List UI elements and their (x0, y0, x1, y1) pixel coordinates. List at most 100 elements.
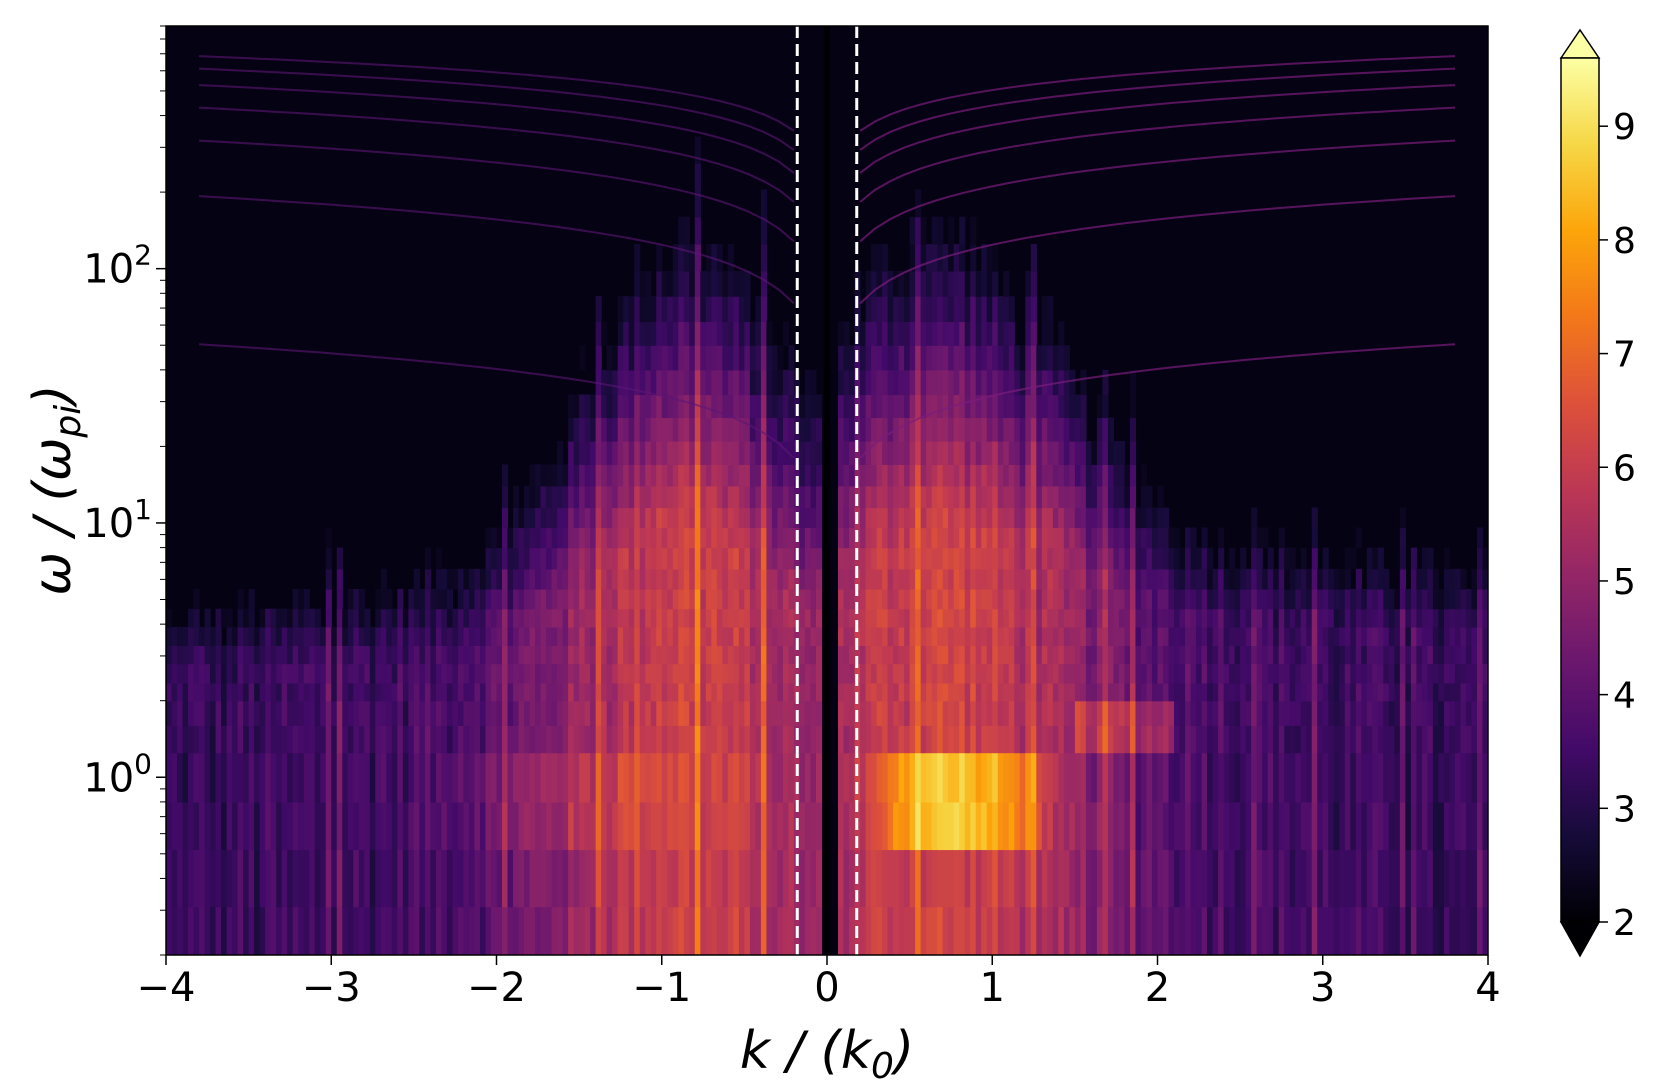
heatmap-cell (1163, 645, 1170, 665)
heatmap-cell (518, 849, 525, 908)
heatmap-cell (568, 645, 575, 665)
heatmap-cell (1278, 626, 1285, 646)
heatmap-cell (1107, 700, 1115, 726)
heatmap-cell (617, 588, 624, 610)
heatmap-cell (573, 700, 580, 726)
heatmap-cell (1339, 645, 1346, 665)
heatmap-cell (992, 296, 999, 323)
heatmap-cell (617, 752, 624, 803)
heatmap-cell (656, 849, 663, 908)
heatmap-cell (579, 801, 586, 851)
heatmap-cell (298, 700, 305, 726)
heatmap-cell (1355, 752, 1362, 803)
heatmap-cell (546, 725, 553, 754)
heatmap-cell (1207, 682, 1214, 702)
heatmap-cell (1240, 588, 1247, 610)
heatmap-cell (1377, 801, 1384, 851)
heatmap-cell (1129, 547, 1137, 570)
heatmap-cell (1003, 663, 1010, 684)
heatmap-cell (898, 645, 905, 665)
heatmap-cell (1460, 568, 1467, 590)
y-tick-label: 100 (83, 747, 152, 801)
heatmap-cell (1410, 626, 1417, 646)
heatmap-cell (871, 296, 878, 323)
heatmap-cell (634, 547, 641, 570)
heatmap-cell (926, 527, 933, 549)
heatmap-cell (942, 394, 949, 419)
heatmap-cell (1091, 568, 1098, 590)
heatmap-cell (595, 645, 602, 665)
heatmap-cell (1019, 608, 1026, 628)
heatmap-cell (810, 527, 817, 549)
heatmap-cell (1025, 645, 1032, 665)
heatmap-cell (1333, 752, 1340, 803)
heatmap-cell (882, 464, 889, 487)
heatmap-cell (606, 849, 613, 908)
heatmap-cell (303, 663, 310, 684)
heatmap-cell (1229, 568, 1236, 590)
heatmap-cell (860, 345, 867, 371)
heatmap-cell (397, 700, 404, 726)
heatmap-cell (1394, 700, 1401, 726)
heatmap-cell (1229, 849, 1236, 908)
heatmap-cell (579, 464, 586, 487)
heatmap-cell (937, 485, 944, 509)
heatmap-cell (1388, 752, 1395, 803)
heatmap-cell (711, 682, 718, 702)
heatmap-cell (1080, 752, 1087, 803)
heatmap-cell (1361, 608, 1368, 628)
heatmap-cell (804, 464, 812, 487)
heatmap-cell (645, 588, 652, 610)
heatmap-cell (1328, 626, 1335, 646)
heatmap-cell (1041, 507, 1048, 529)
heatmap-cell (1377, 645, 1384, 665)
heatmap-cell (568, 608, 575, 628)
heatmap-cell (1317, 849, 1324, 908)
heatmap-cell (992, 725, 999, 754)
heatmap-cell (463, 682, 470, 702)
heatmap-cell (496, 906, 503, 955)
heatmap-cell (1372, 682, 1379, 702)
heatmap-cell (838, 645, 845, 665)
heatmap-cell (1449, 801, 1456, 851)
heatmap-cell (865, 527, 872, 549)
heatmap-cell (1300, 588, 1307, 610)
heatmap-cell (1091, 527, 1098, 549)
heatmap-cell (975, 417, 982, 442)
heatmap-cell (1014, 417, 1021, 442)
heatmap-cell (612, 725, 619, 754)
heatmap-cell (909, 752, 916, 803)
heatmap-cell (204, 663, 211, 684)
heatmap-cell (1118, 527, 1126, 549)
heatmap-cell (1223, 682, 1230, 702)
heatmap-cell (551, 464, 558, 487)
heatmap-cell (1289, 547, 1296, 570)
heatmap-cell (1074, 700, 1081, 726)
heatmap-cell (1179, 752, 1186, 803)
heatmap-cell (485, 588, 492, 610)
heatmap-cell (551, 663, 558, 684)
heatmap-cell (215, 645, 222, 665)
colorbar-tick-label: 6 (1613, 448, 1636, 489)
heatmap-cell (771, 725, 779, 754)
heatmap-cell (1135, 645, 1142, 665)
heatmap-cell (557, 700, 564, 726)
heatmap-cell (678, 588, 685, 610)
heatmap-cell (1096, 663, 1104, 684)
heatmap-cell (1465, 700, 1473, 726)
heatmap-cell (1427, 849, 1434, 908)
heatmap-cell (259, 752, 266, 803)
heatmap-cell (970, 244, 977, 272)
heatmap-cell (992, 345, 999, 371)
heatmap-cell (997, 568, 1004, 590)
heatmap-cell (441, 645, 448, 665)
heatmap-cell (1229, 547, 1236, 570)
heatmap-cell (678, 464, 685, 487)
heatmap-cell (1256, 725, 1263, 754)
heatmap-cell (650, 663, 657, 684)
heatmap-cell (650, 801, 657, 851)
heatmap-cell (358, 801, 365, 851)
heatmap-cell (1443, 547, 1451, 570)
heatmap-cell (1289, 645, 1296, 665)
heatmap-cell (760, 752, 768, 803)
